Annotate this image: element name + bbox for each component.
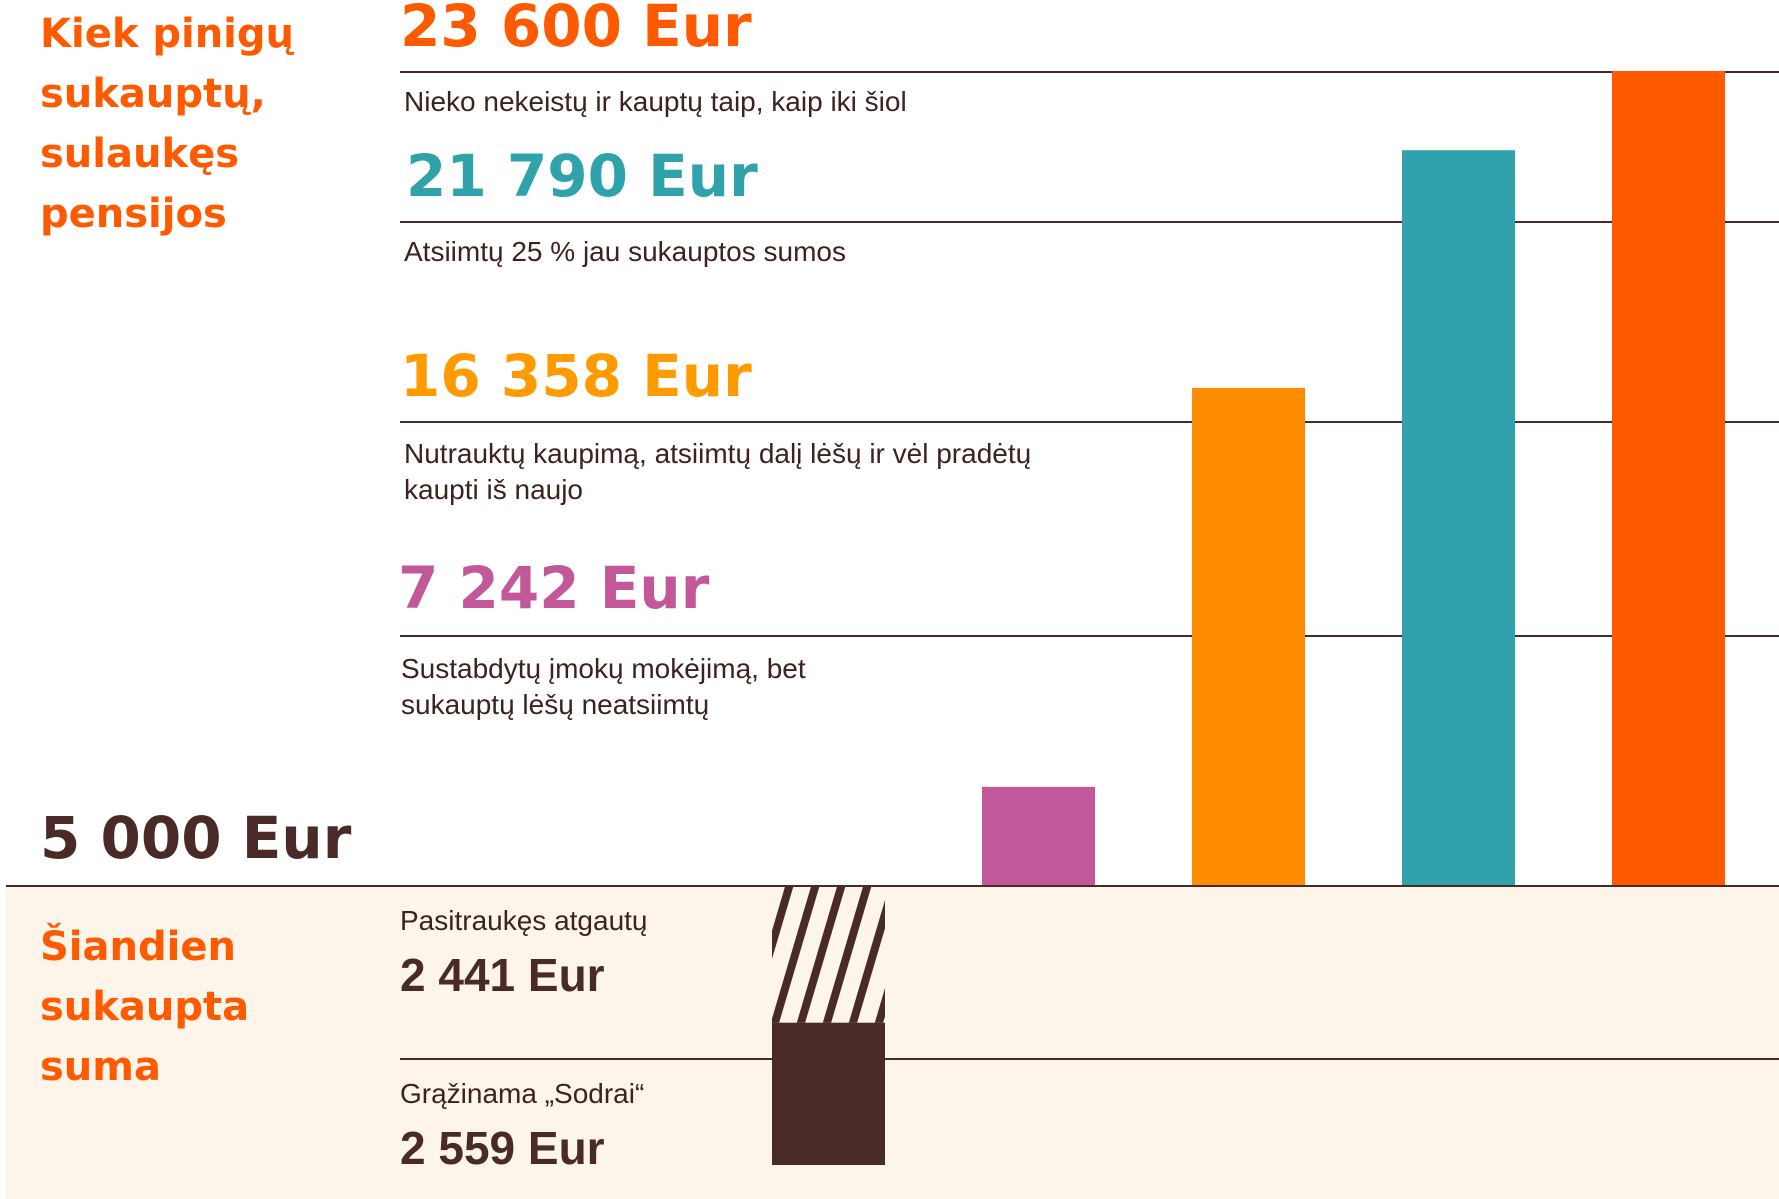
hatch-stripe — [954, 877, 1000, 1033]
hatch-stripe — [668, 877, 714, 1033]
chart-title: Kiek pinigų sukauptų, sulaukęs pensijos — [40, 11, 295, 237]
scenario-desc-1: Sustabdytų įmokų mokėjimą, bet sukauptų … — [401, 653, 806, 720]
sodra-amount: 2 559 Eur — [400, 1122, 605, 1174]
hatch-stripe — [928, 877, 974, 1033]
hatch-stripe — [980, 877, 1026, 1033]
withdraw-amount: 2 441 Eur — [400, 949, 605, 1001]
split-line — [400, 1058, 1779, 1060]
reference-line-3 — [400, 221, 1779, 223]
hatch-stripe — [720, 877, 766, 1033]
scenario-desc-4: Nieko nekeistų ir kauptų taip, kaip iki … — [404, 86, 907, 117]
reference-line-1 — [400, 635, 1779, 637]
bar-1 — [982, 786, 1095, 885]
scenario-amount-4: 23 600 Eur — [400, 0, 752, 60]
hatch-stripe — [822, 887, 872, 1023]
hatch-stripe — [848, 900, 885, 1023]
hatch-stripe — [694, 877, 740, 1033]
hatch-stripe — [902, 877, 948, 1033]
withdraw-bar — [668, 877, 1052, 1033]
hatch-stripe — [772, 887, 820, 1023]
reference-line-4 — [400, 71, 1779, 73]
today-title: Šiandien sukaupta suma — [40, 924, 250, 1090]
hatch-stripe — [874, 988, 885, 1023]
bar-2 — [1192, 387, 1305, 885]
sodra-bar — [772, 1022, 885, 1165]
hatch-stripe — [772, 887, 794, 959]
hatch-stripe — [1006, 877, 1052, 1033]
scenario-amount-1: 7 242 Eur — [398, 554, 710, 622]
hatch-stripe — [796, 887, 846, 1023]
sodra-label: Grąžinama „Sodrai“ — [400, 1078, 645, 1109]
today-section-background — [6, 887, 1779, 1199]
baseline-line — [6, 885, 1779, 887]
bar-4 — [1612, 71, 1725, 885]
baseline-amount: 5 000 Eur — [40, 804, 352, 872]
scenario-desc-3: Atsiimtų 25 % jau sukauptos sumos — [404, 236, 846, 267]
reference-line-2 — [400, 421, 1779, 423]
scenario-amount-2: 16 358 Eur — [400, 342, 752, 410]
withdraw-label: Pasitraukęs atgautų — [400, 905, 648, 936]
scenario-desc-2: Nutrauktų kaupimą, atsiimtų dalį lėšų ir… — [404, 438, 1032, 505]
scenario-amount-3: 21 790 Eur — [406, 142, 758, 210]
bar-3 — [1402, 150, 1515, 886]
